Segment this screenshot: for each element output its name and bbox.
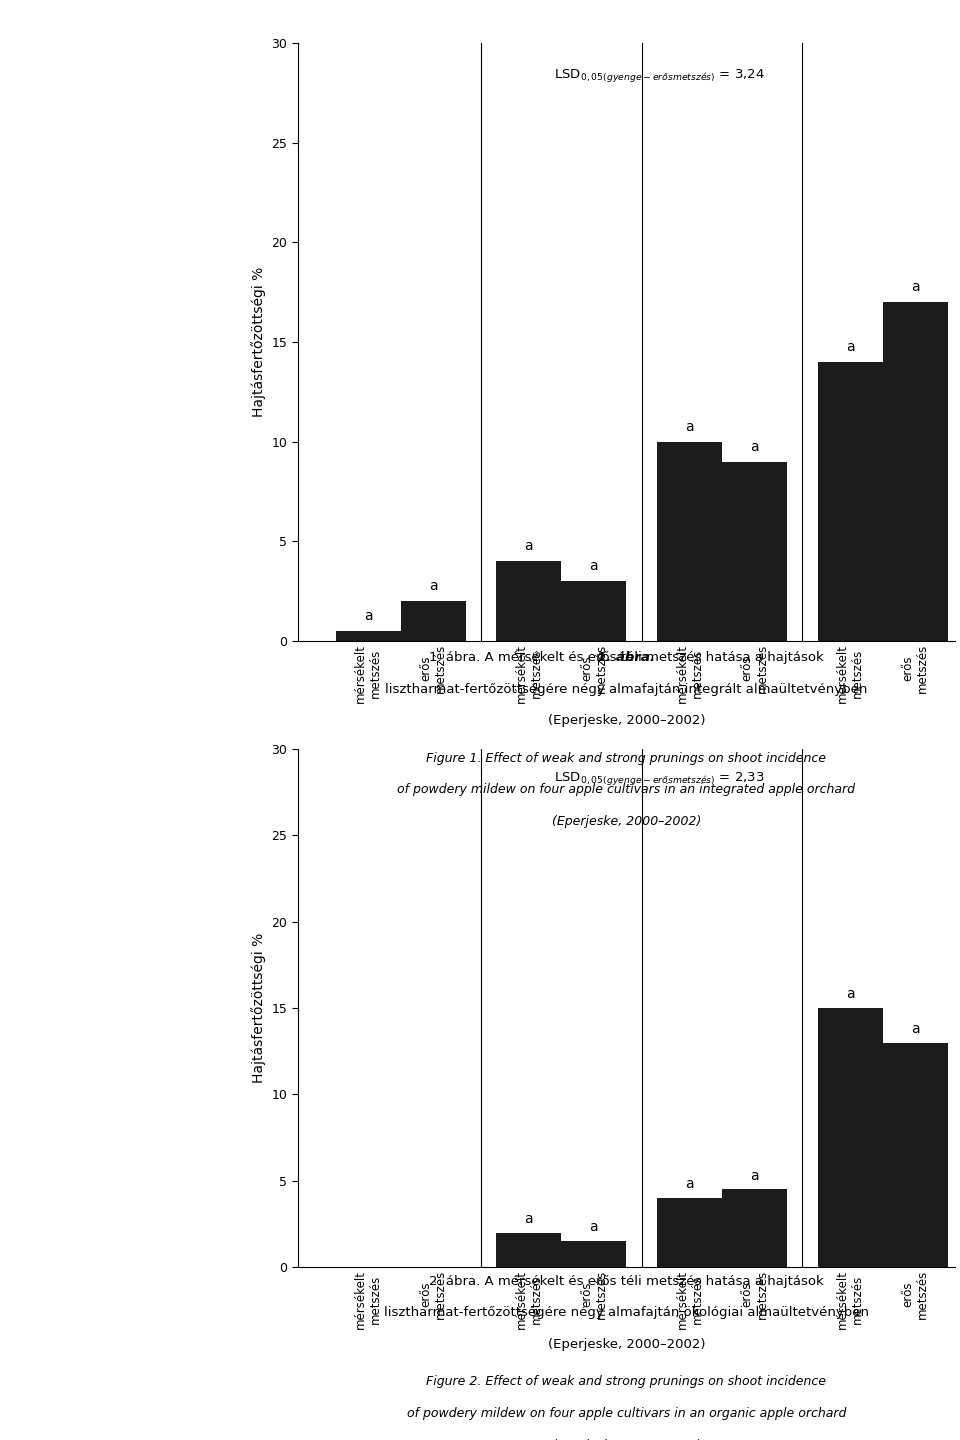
Text: LSD$_{0,05 (gyenge-erős metszés)}$ = 2,33: LSD$_{0,05 (gyenge-erős metszés)}$ = 2,3… xyxy=(554,769,764,786)
Bar xyxy=(562,1241,626,1267)
Bar xyxy=(657,1198,722,1267)
Bar xyxy=(818,1008,882,1267)
Bar xyxy=(496,1233,562,1267)
Text: a: a xyxy=(589,1220,598,1234)
Text: (Eperjeske, 2000–2002): (Eperjeske, 2000–2002) xyxy=(552,815,701,828)
Bar xyxy=(336,631,401,641)
Text: a: a xyxy=(429,579,438,593)
Y-axis label: Hajtásfertőzöttségi %: Hajtásfertőzöttségi % xyxy=(251,933,266,1083)
Bar xyxy=(722,1189,787,1267)
Text: a: a xyxy=(589,559,598,573)
Bar xyxy=(496,562,562,641)
Bar xyxy=(818,361,882,641)
Text: Elstar: Elstar xyxy=(702,868,742,881)
Text: Figure 2. Effect of weak and strong prunings on shoot incidence: Figure 2. Effect of weak and strong prun… xyxy=(426,1375,827,1388)
Text: of powdery mildew on four apple cultivars in an organic apple orchard: of powdery mildew on four apple cultivar… xyxy=(407,1407,846,1420)
Text: a: a xyxy=(750,439,758,454)
Text: (Eperjeske, 2000–2002): (Eperjeske, 2000–2002) xyxy=(547,1338,706,1351)
Text: a: a xyxy=(846,986,854,1001)
Text: Figure 1. Effect of weak and strong prunings on shoot incidence: Figure 1. Effect of weak and strong prun… xyxy=(426,752,827,765)
Text: 2. ábra. A mérsékelt és erős téli metszés hatása a hajtások: 2. ábra. A mérsékelt és erős téli metszé… xyxy=(429,1274,824,1287)
Bar xyxy=(401,600,466,641)
Text: 1. ábra.: 1. ábra. xyxy=(597,651,656,664)
Text: a: a xyxy=(685,419,694,433)
Bar xyxy=(882,302,948,641)
Text: a: a xyxy=(364,609,372,624)
Text: a: a xyxy=(685,1176,694,1191)
Text: LSD$_{0,05 (gyenge-erős metszés)}$ = 3,24: LSD$_{0,05 (gyenge-erős metszés)}$ = 3,2… xyxy=(554,68,765,84)
Text: a: a xyxy=(750,1168,758,1182)
Text: of powdery mildew on four apple cultivars in an integrated apple orchard: of powdery mildew on four apple cultivar… xyxy=(397,783,855,796)
Text: Prima: Prima xyxy=(541,868,582,881)
Text: a: a xyxy=(911,281,920,294)
Bar xyxy=(722,461,787,641)
Text: a: a xyxy=(524,1211,533,1225)
Bar xyxy=(562,580,626,641)
Text: lisztharmat-fertőzöttségére négy almafajtán ökológiai almaültetvényben: lisztharmat-fertőzöttségére négy almafaj… xyxy=(384,1306,869,1319)
Bar xyxy=(657,442,722,641)
Y-axis label: Hajtásfertőzöttségi %: Hajtásfertőzöttségi % xyxy=(251,266,266,418)
Text: Jonathan: Jonathan xyxy=(852,868,913,881)
Text: a: a xyxy=(524,539,533,553)
Bar xyxy=(882,1043,948,1267)
Text: (Eperjeske, 2000–2002): (Eperjeske, 2000–2002) xyxy=(552,1439,701,1440)
Text: a: a xyxy=(911,1021,920,1035)
Text: lisztharmat-fertőzöttségére négy almafajtán integrált almaültetvényben: lisztharmat-fertőzöttségére négy almafaj… xyxy=(385,683,868,696)
Text: Mutsu: Mutsu xyxy=(380,868,421,881)
Text: 1. ábra. A mérsékelt és erős téli metszés hatása a hajtások: 1. ábra. A mérsékelt és erős téli metszé… xyxy=(429,651,824,664)
Text: a: a xyxy=(846,340,854,354)
Text: (Eperjeske, 2000–2002): (Eperjeske, 2000–2002) xyxy=(547,714,706,727)
